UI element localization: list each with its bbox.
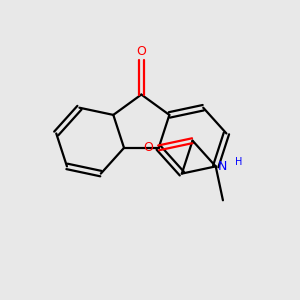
Text: O: O <box>136 45 146 58</box>
Text: N: N <box>218 160 227 173</box>
Text: O: O <box>144 141 154 154</box>
Text: H: H <box>235 157 242 167</box>
